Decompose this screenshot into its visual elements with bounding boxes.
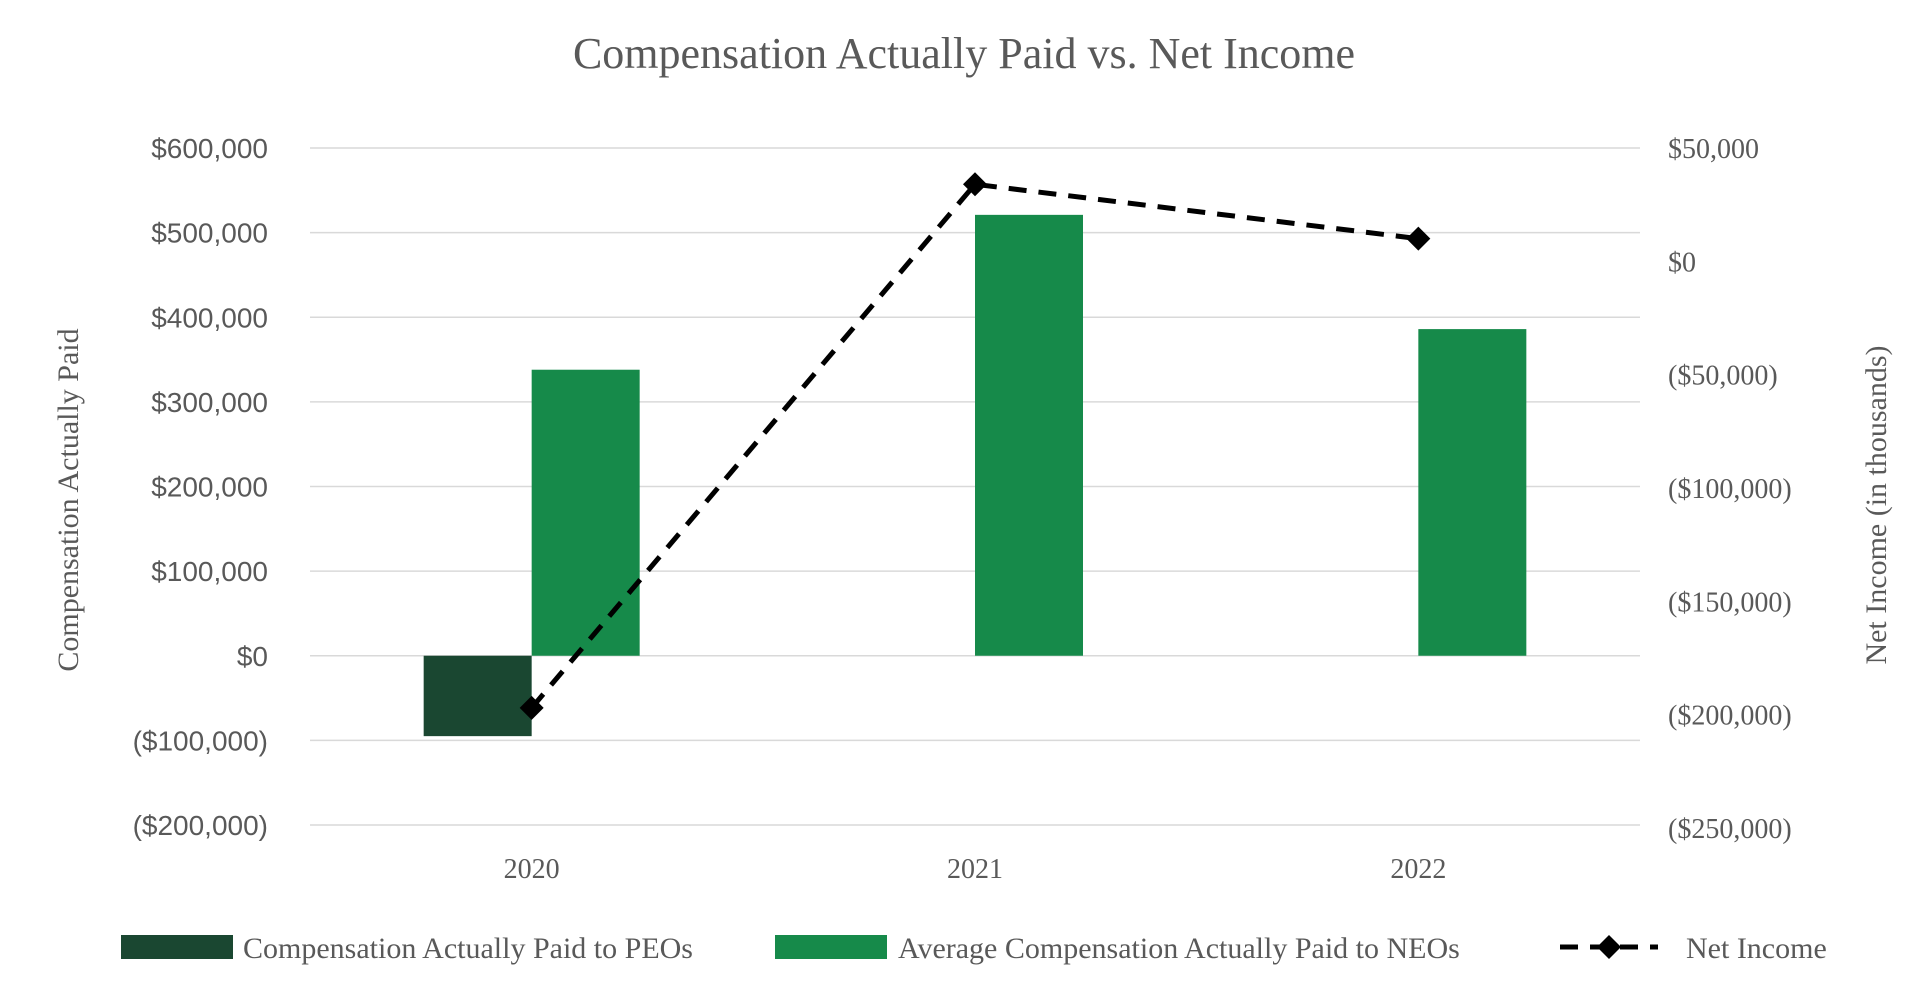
left-tick-label: $600,000	[151, 133, 268, 164]
net-income-line	[519, 172, 1431, 720]
left-tick-label: ($100,000)	[133, 725, 268, 756]
right-tick-label: ($250,000)	[1668, 814, 1792, 845]
left-tick-label: $500,000	[151, 218, 268, 249]
x-tick-label: 2020	[504, 854, 560, 885]
legend-swatch-neo	[775, 935, 887, 959]
legend-label-neo: Average Compensation Actually Paid to NE…	[898, 932, 1460, 965]
net-income-point-2020	[519, 695, 544, 720]
legend: Compensation Actually Paid to PEOs Averag…	[121, 932, 1827, 965]
left-tick-label: $400,000	[151, 302, 268, 333]
net-income-point-2021	[963, 172, 987, 197]
right-tick-label: ($150,000)	[1668, 587, 1792, 618]
left-axis-label: Compensation Actually Paid	[52, 328, 85, 671]
bar-2021-series-1	[975, 214, 1083, 656]
right-tick-label: ($100,000)	[1668, 474, 1792, 505]
legend-marker-net-income	[1597, 935, 1621, 959]
x-tick-label: 2021	[947, 854, 1003, 885]
right-tick-label: $50,000	[1668, 134, 1759, 165]
left-tick-label: $200,000	[151, 472, 268, 503]
left-tick-label: $100,000	[151, 556, 268, 587]
x-tick-label: 2022	[1390, 854, 1446, 885]
chart-title: Compensation Actually Paid vs. Net Incom…	[573, 29, 1355, 78]
bars	[423, 214, 1527, 737]
legend-swatch-peo	[121, 935, 233, 959]
bar-2020-series-0	[423, 655, 532, 737]
right-tick-label: $0	[1668, 247, 1696, 278]
left-tick-label: $300,000	[151, 387, 268, 418]
left-tick-label: $0	[237, 641, 268, 672]
right-tick-label: ($50,000)	[1668, 361, 1778, 392]
bar-2020-series-1	[531, 369, 640, 656]
left-tick-label: ($200,000)	[133, 810, 268, 841]
left-axis-ticks: ($200,000) ($100,000) $0 $100,000 $200,000 $3…	[133, 133, 268, 841]
net-income-point-2022	[1406, 226, 1431, 251]
bar-2022-series-1	[1418, 329, 1527, 656]
right-tick-label: ($200,000)	[1668, 701, 1792, 732]
right-axis-ticks: ($250,000) ($200,000) ($150,000) ($100,000)…	[1668, 134, 1792, 845]
x-axis-ticks: 2020 2021 2022	[504, 854, 1447, 885]
legend-label-peo: Compensation Actually Paid to PEOs	[243, 932, 693, 965]
legend-label-net-income: Net Income	[1686, 932, 1827, 965]
right-axis-label: Net Income (in thousands)	[1860, 345, 1893, 664]
